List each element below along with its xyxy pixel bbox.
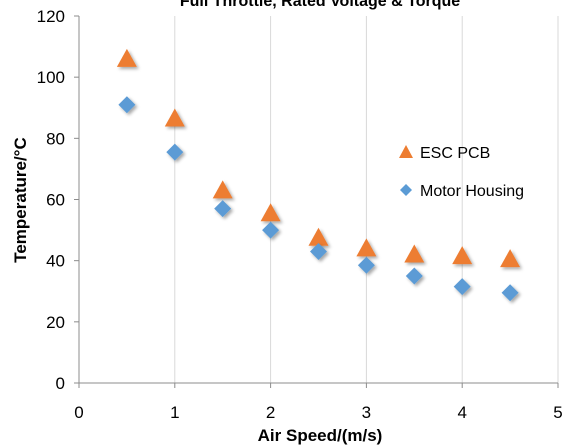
x-tick-label: 4: [457, 403, 466, 422]
y-tick-label: 0: [56, 374, 65, 393]
motor-housing-point: [118, 96, 136, 114]
x-tick-label: 2: [266, 403, 275, 422]
y-tick-label: 100: [37, 68, 65, 87]
grid: [174, 16, 559, 383]
series-motor-housing: [118, 96, 519, 302]
x-tick-label: 3: [362, 403, 371, 422]
esc-pcb-point: [260, 203, 281, 222]
y-tick-label: 60: [46, 191, 65, 210]
x-tick-label: 0: [74, 403, 83, 422]
motor-housing-point: [501, 284, 519, 302]
tick-labels: 0 20 40 60 80 100 120 0 1 2 3 4 5: [37, 7, 562, 422]
y-tick-label: 120: [37, 7, 65, 26]
motor-housing-point: [214, 200, 232, 218]
motor-housing-point: [453, 278, 471, 296]
chart-title: Full Throttle, Rated Voltage & Torque: [180, 0, 460, 10]
x-axis-title: Air Speed/(m/s): [258, 426, 383, 445]
y-axis-title: Temperature/°C: [11, 137, 30, 263]
esc-pcb-point: [404, 244, 425, 263]
esc-pcb-point: [356, 238, 377, 257]
data-markers: [116, 48, 521, 302]
esc-pcb-point: [452, 246, 473, 265]
motor-housing-point: [310, 242, 327, 260]
motor-housing-point: [262, 221, 280, 239]
esc-pcb-point: [308, 227, 329, 246]
esc-pcb-point: [164, 108, 185, 127]
x-tick-label: 1: [170, 403, 179, 422]
esc-pcb-point: [116, 48, 137, 67]
series-esc-pcb: [116, 48, 521, 268]
legend-diamond-icon: [400, 184, 412, 196]
x-tick-label: 5: [553, 403, 562, 422]
legend: ESC PCB Motor Housing: [399, 145, 524, 200]
legend-label: ESC PCB: [420, 145, 490, 162]
y-tick-label: 40: [46, 252, 65, 271]
esc-pcb-point: [500, 249, 521, 268]
motor-housing-point: [166, 143, 184, 161]
legend-label: Motor Housing: [420, 183, 524, 200]
esc-pcb-point: [212, 180, 233, 199]
legend-item: Motor Housing: [400, 183, 524, 200]
y-tick-label: 80: [46, 129, 65, 148]
legend-triangle-icon: [399, 145, 413, 158]
legend-item: ESC PCB: [399, 145, 490, 162]
axes: [74, 15, 559, 388]
motor-housing-point: [405, 267, 423, 285]
y-tick-label: 20: [46, 313, 65, 332]
motor-housing-point: [357, 256, 375, 274]
